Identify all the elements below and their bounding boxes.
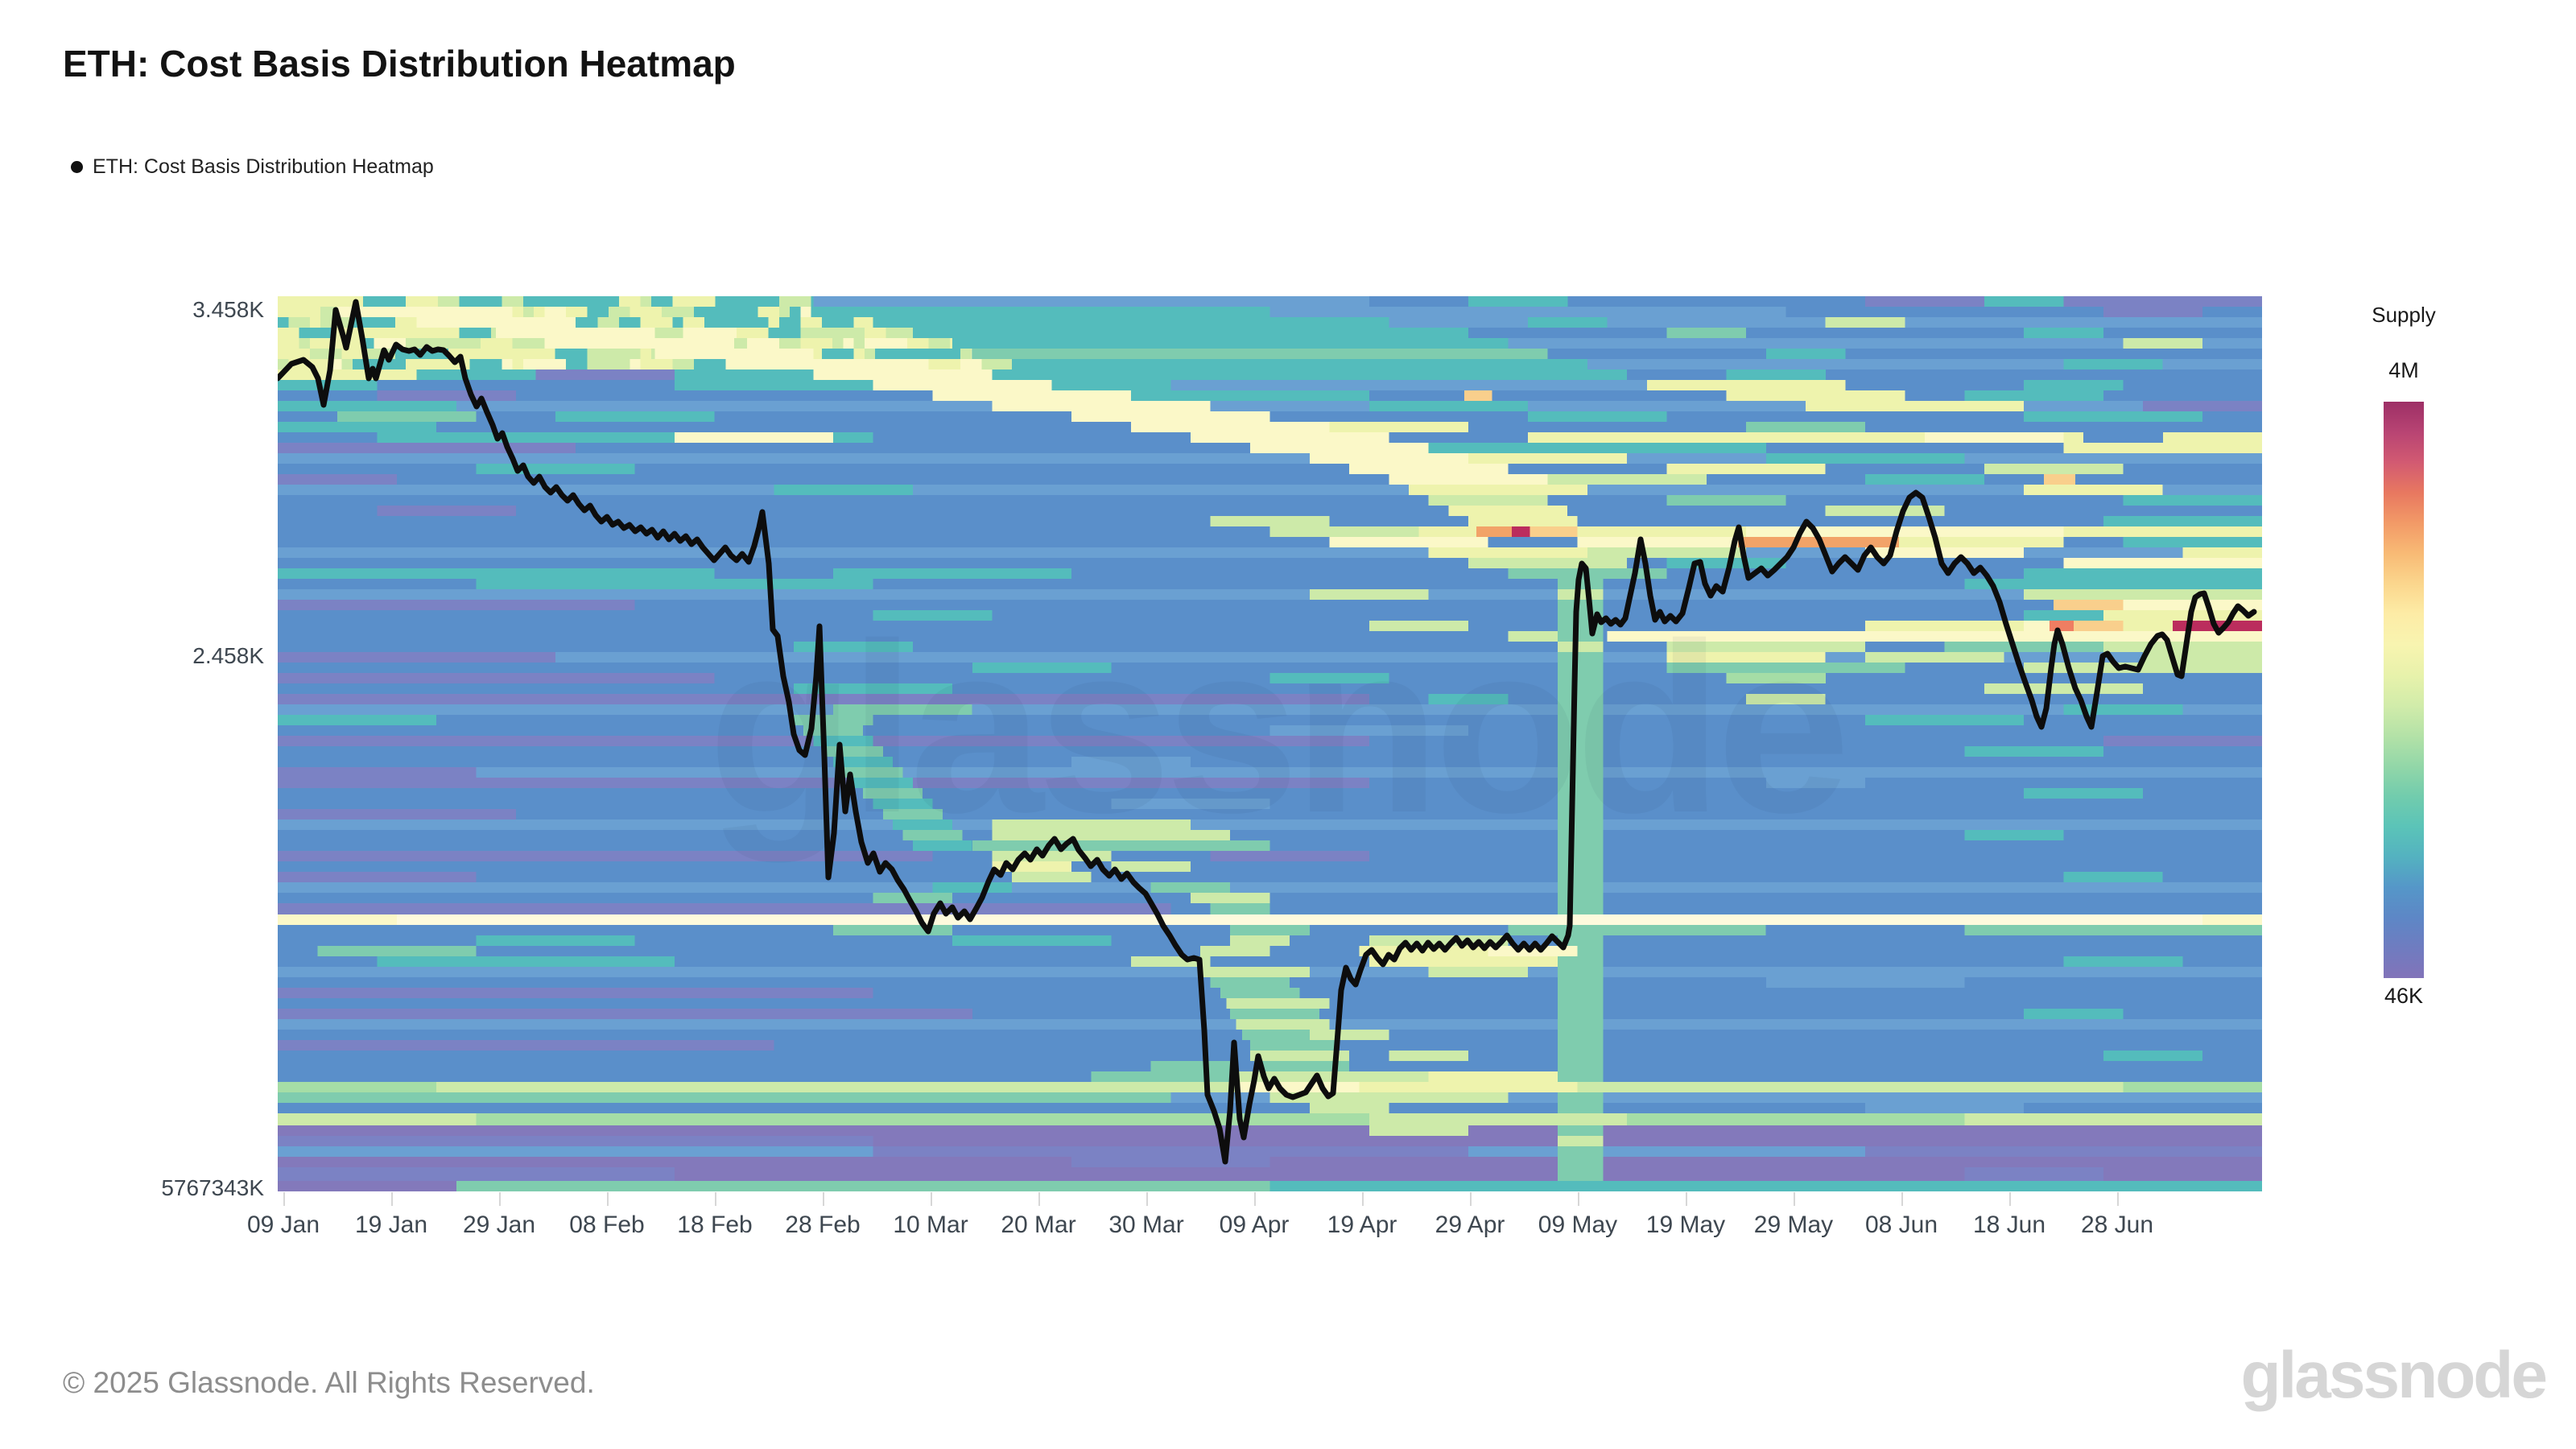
- x-axis-label: 09 Apr: [1219, 1212, 1290, 1238]
- x-axis-label: 30 Mar: [1108, 1212, 1184, 1238]
- x-axis-label: 29 Apr: [1435, 1212, 1505, 1238]
- x-axis-tick: [1362, 1192, 1364, 1206]
- x-axis-label: 28 Feb: [785, 1212, 861, 1238]
- copyright-text: © 2025 Glassnode. All Rights Reserved.: [63, 1366, 595, 1399]
- x-axis-label: 09 May: [1538, 1212, 1618, 1238]
- x-axis-label: 18 Jun: [1972, 1212, 2046, 1238]
- x-axis-label: 10 Mar: [893, 1212, 968, 1238]
- x-axis-tick: [1578, 1192, 1579, 1206]
- colorbar-max-label: 4M: [2388, 358, 2419, 382]
- x-axis-label: 19 Jan: [354, 1212, 428, 1238]
- x-axis-label: 28 Jun: [2080, 1212, 2154, 1238]
- page-title: ETH: Cost Basis Distribution Heatmap: [63, 43, 736, 85]
- x-axis-tick: [1686, 1192, 1687, 1206]
- eth-price-line: [275, 299, 2257, 1165]
- x-axis-label: 29 Jan: [462, 1212, 536, 1238]
- x-axis-label: 19 Apr: [1327, 1212, 1397, 1238]
- x-axis-tick: [2117, 1192, 2119, 1206]
- legend-label: ETH: Cost Basis Distribution Heatmap: [93, 155, 434, 178]
- y-axis-label-top: 3.458K: [192, 297, 264, 322]
- y-axis-label-bottom: 5767343K: [161, 1175, 264, 1200]
- x-axis-tick: [391, 1192, 393, 1206]
- x-axis-label: 19 May: [1645, 1212, 1726, 1238]
- glassnode-logo: glassnode: [2240, 1339, 2548, 1412]
- supply-colorbar: [2384, 402, 2424, 978]
- x-axis-label: 20 Mar: [1001, 1212, 1076, 1238]
- x-axis-tick: [823, 1192, 824, 1206]
- x-axis-tick: [1146, 1192, 1148, 1206]
- x-axis-tick: [1254, 1192, 1256, 1206]
- x-axis-label: 08 Feb: [569, 1212, 645, 1238]
- x-axis-tick: [499, 1192, 501, 1206]
- x-axis-tick: [2009, 1192, 2011, 1206]
- legend-item[interactable]: ETH: Cost Basis Distribution Heatmap: [71, 155, 434, 179]
- x-axis-label: 29 May: [1753, 1212, 1834, 1238]
- colorbar-min-label: 46K: [2384, 984, 2424, 1008]
- legend-marker-icon: [71, 161, 83, 173]
- x-axis-tick: [931, 1192, 932, 1206]
- heatmap-plot-area[interactable]: glassnode: [275, 296, 2263, 1191]
- x-axis-tick: [1794, 1192, 1795, 1206]
- x-axis-tick: [1901, 1192, 1903, 1206]
- x-axis-tick: [1038, 1192, 1040, 1206]
- x-axis-tick: [607, 1192, 609, 1206]
- x-axis-label: 18 Feb: [677, 1212, 753, 1238]
- cost-basis-heatmap[interactable]: glassnode: [275, 296, 2263, 1191]
- colorbar-title: Supply: [2372, 303, 2436, 327]
- y-axis-label-mid: 2.458K: [192, 643, 264, 668]
- center-watermark: glassnode: [708, 592, 1844, 865]
- x-axis-label: 09 Jan: [246, 1212, 320, 1238]
- x-axis-tick: [715, 1192, 716, 1206]
- x-axis-tick: [283, 1192, 285, 1206]
- x-axis-tick: [1470, 1192, 1472, 1206]
- x-axis-label: 08 Jun: [1864, 1212, 1938, 1238]
